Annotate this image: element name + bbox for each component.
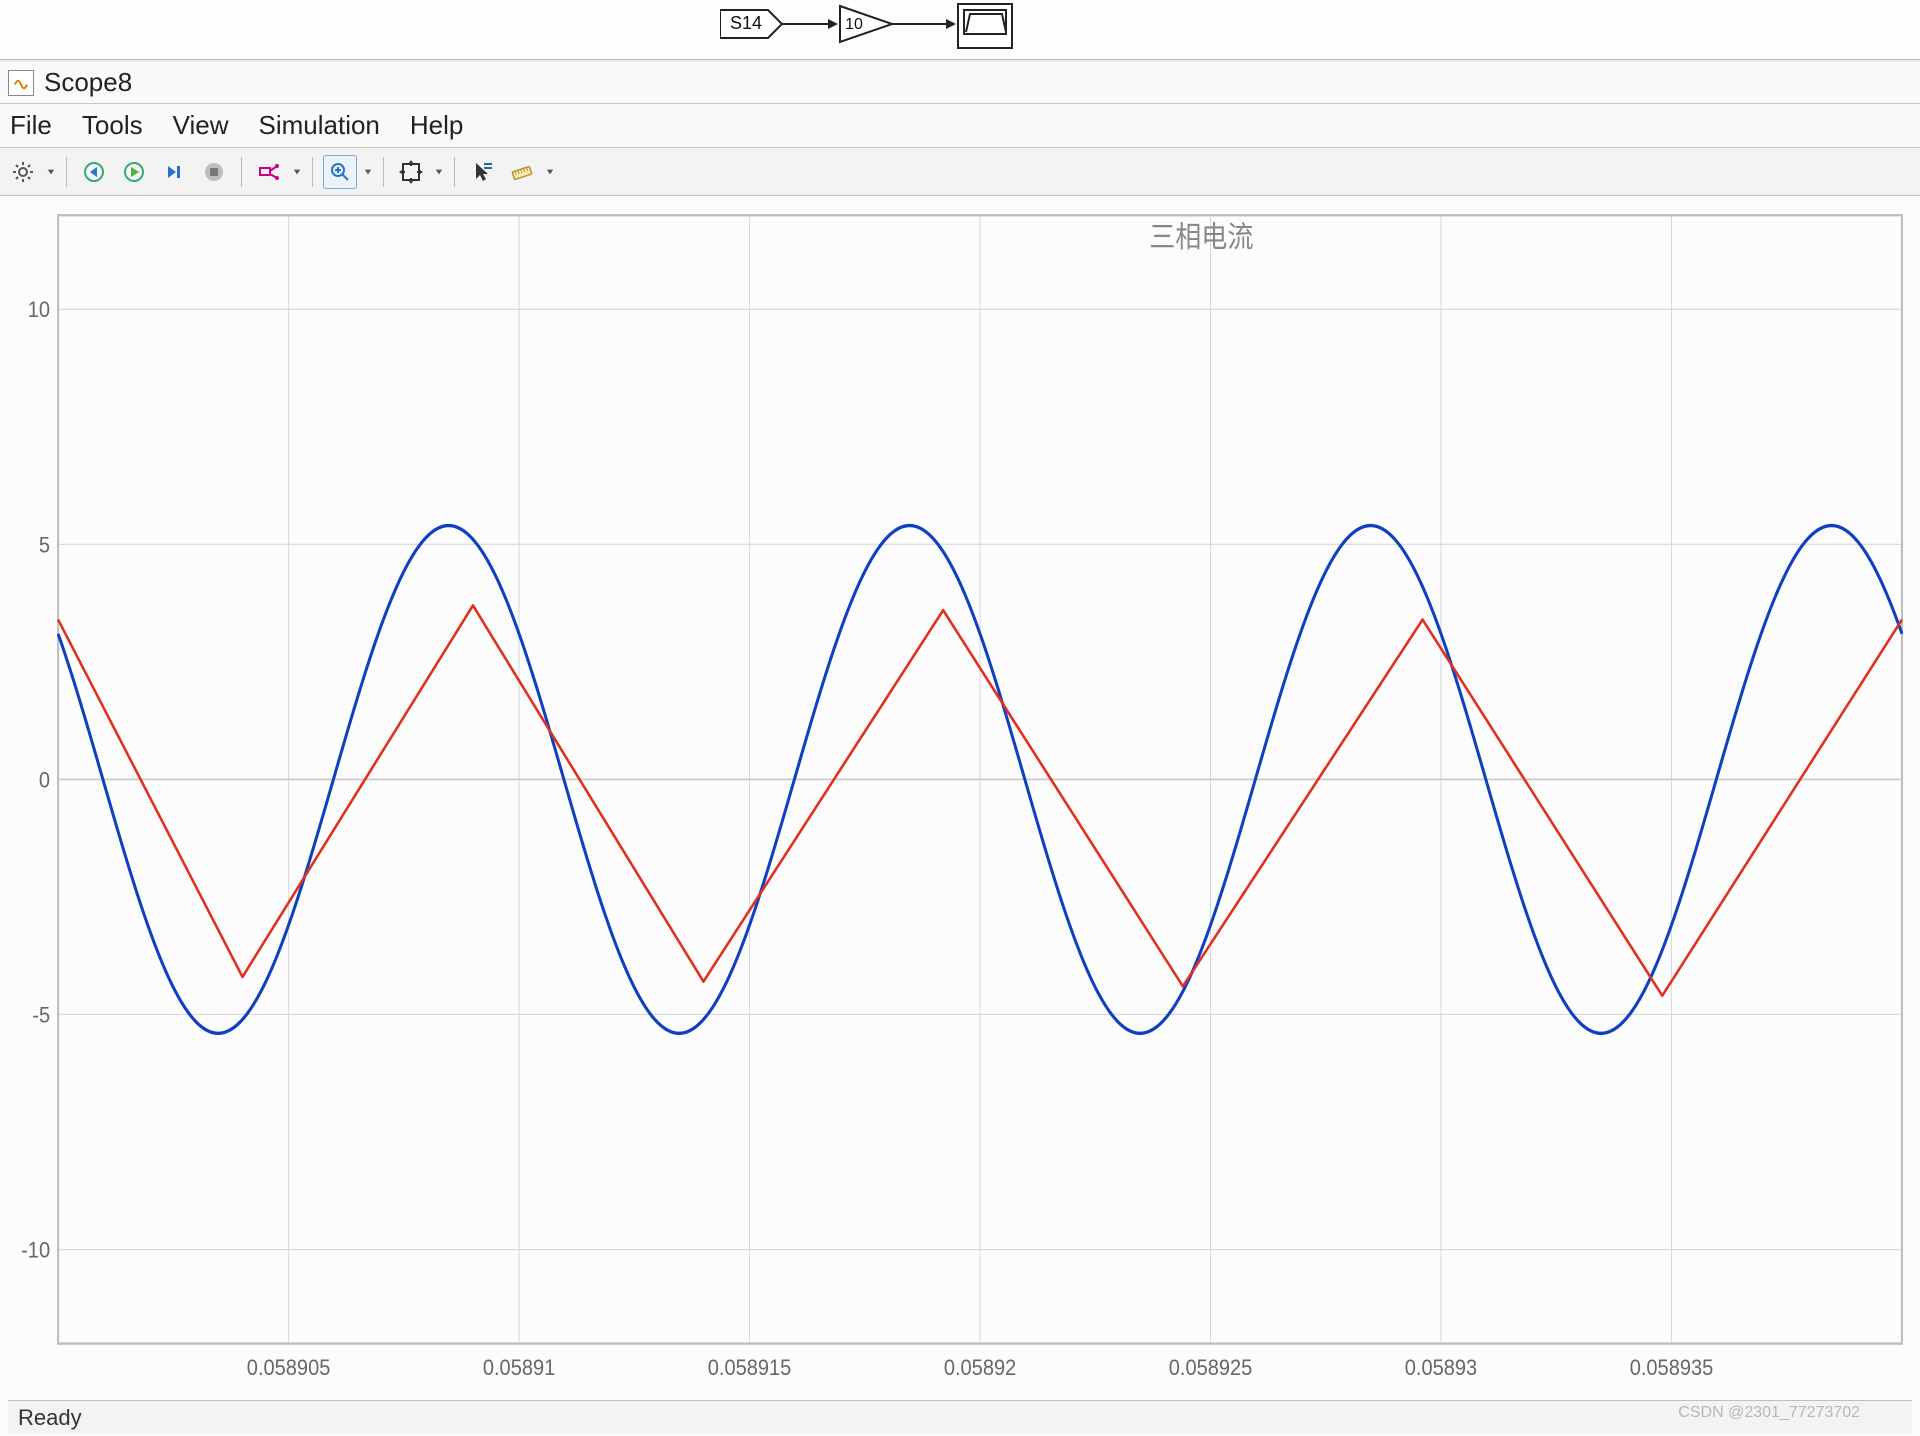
svg-text:5: 5 (39, 532, 50, 557)
svg-text:三相电流: 三相电流 (1149, 220, 1253, 253)
svg-text:0.058905: 0.058905 (247, 1355, 331, 1380)
scope-block (958, 4, 1012, 48)
step-back-button[interactable] (77, 155, 111, 189)
svg-text:-10: -10 (21, 1237, 50, 1262)
menu-help[interactable]: Help (410, 110, 463, 141)
scope-window: Scope8 File Tools View Simulation Help (0, 62, 1920, 1436)
svg-text:10: 10 (28, 297, 50, 322)
svg-text:0.05892: 0.05892 (944, 1355, 1016, 1380)
toolbar (0, 148, 1920, 196)
menu-file[interactable]: File (10, 110, 52, 141)
svg-text:0.058915: 0.058915 (708, 1355, 792, 1380)
run-button[interactable] (117, 155, 151, 189)
separator (454, 157, 455, 187)
status-bar: Ready (8, 1400, 1912, 1434)
gain-value: 10 (845, 16, 863, 33)
goto-block: S14 (720, 10, 782, 38)
app-icon (8, 70, 34, 96)
svg-text:0.05893: 0.05893 (1405, 1355, 1477, 1380)
window-title: Scope8 (44, 67, 132, 98)
status-text: Ready (18, 1405, 82, 1431)
measure-button[interactable] (505, 155, 539, 189)
cursor-button[interactable] (465, 155, 499, 189)
menu-tools[interactable]: Tools (82, 110, 143, 141)
svg-text:0.058935: 0.058935 (1630, 1355, 1714, 1380)
settings-dropdown[interactable] (46, 168, 56, 176)
menu-simulation[interactable]: Simulation (259, 110, 380, 141)
separator (312, 157, 313, 187)
scope-chart[interactable]: 三相电流 -10 -5 0 5 10 0.058905 0.05891 0.058915 0.05… (8, 204, 1912, 1400)
measure-dropdown[interactable] (545, 168, 555, 176)
autoscale-dropdown[interactable] (434, 168, 444, 176)
svg-text:0.05891: 0.05891 (483, 1355, 555, 1380)
menu-bar: File Tools View Simulation Help (0, 104, 1920, 148)
autoscale-button[interactable] (394, 155, 428, 189)
step-forward-button[interactable] (157, 155, 191, 189)
stop-button[interactable] (197, 155, 231, 189)
menu-view[interactable]: View (173, 110, 229, 141)
simulink-canvas: S14 10 (0, 0, 1920, 60)
svg-text:0: 0 (39, 767, 50, 792)
zoom-dropdown[interactable] (363, 168, 373, 176)
separator (383, 157, 384, 187)
goto-tag-label: S14 (730, 13, 762, 33)
gain-block: 10 (840, 6, 892, 42)
svg-text:0.058925: 0.058925 (1169, 1355, 1253, 1380)
separator (241, 157, 242, 187)
plot-area: 三相电流 -10 -5 0 5 10 0.058905 0.05891 0.058915 0.05… (0, 196, 1920, 1436)
highlight-button[interactable] (252, 155, 286, 189)
highlight-dropdown[interactable] (292, 168, 302, 176)
settings-button[interactable] (6, 155, 40, 189)
zoom-button[interactable] (323, 155, 357, 189)
watermark: CSDN @2301_77273702 (1678, 1404, 1860, 1422)
title-bar: Scope8 (0, 62, 1920, 104)
svg-text:-5: -5 (32, 1002, 50, 1027)
separator (66, 157, 67, 187)
